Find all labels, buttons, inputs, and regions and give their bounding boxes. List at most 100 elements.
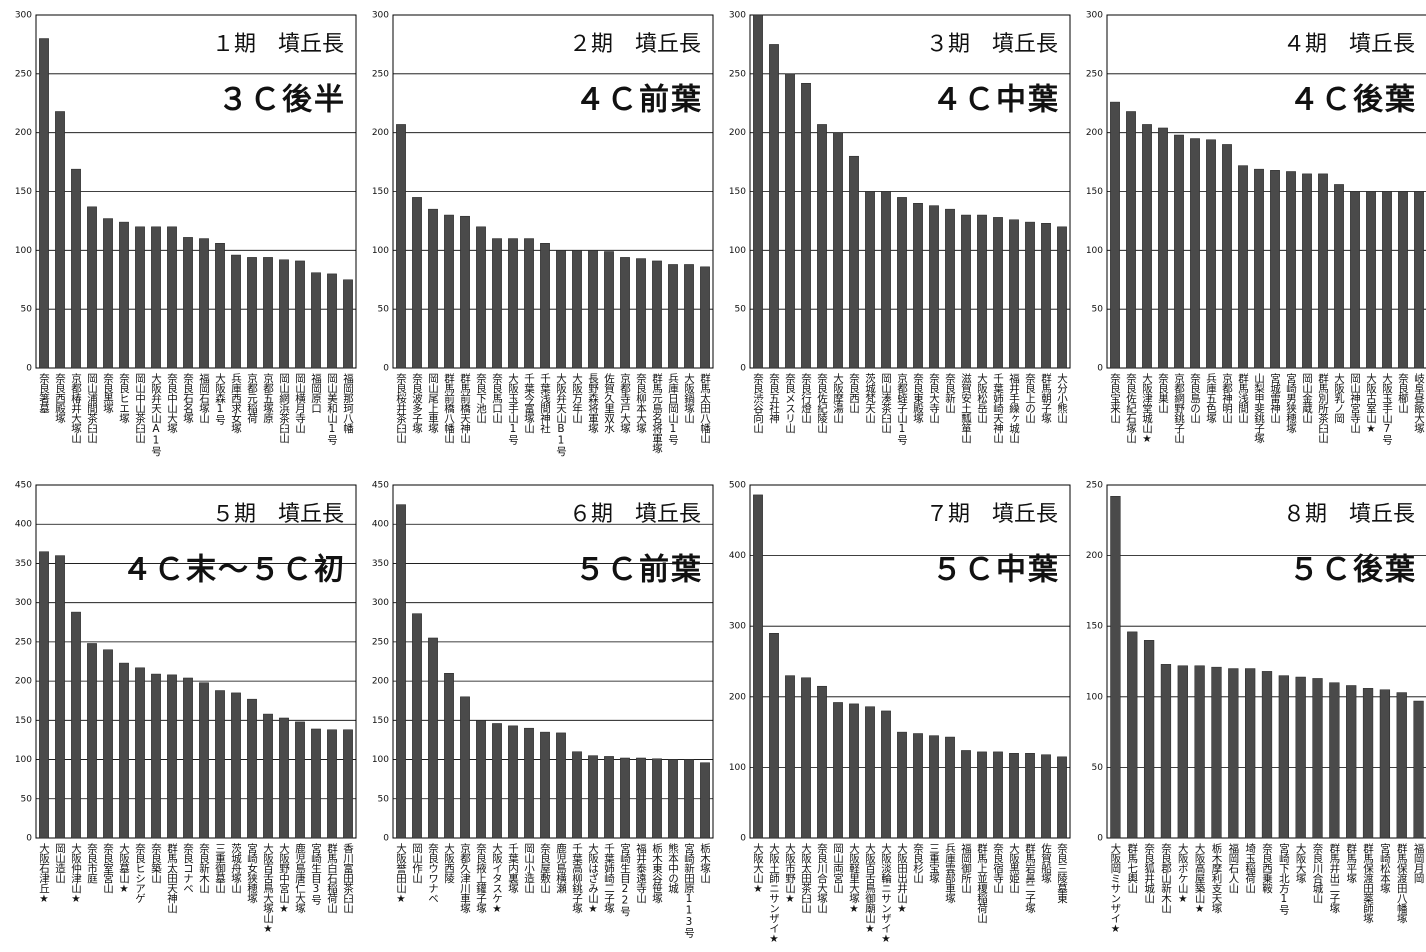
bar (460, 696, 470, 839)
y-tick-label: 250 (15, 69, 32, 79)
x-tick-label: 大阪百舌鳥大塚山★ (262, 842, 274, 934)
x-tick-label: 奈良三陵墓東 (1056, 842, 1068, 904)
bar (945, 208, 955, 369)
bar (428, 208, 438, 369)
x-tick-label: 奈良巣山 (1157, 372, 1169, 413)
x-tick-label: 群馬上並榎稲荷山 (976, 842, 988, 923)
bar (604, 756, 614, 839)
chart-subtitle: ５Ｃ前葉 (575, 553, 703, 588)
x-tick-label: 香川富田茶臼山 (342, 843, 354, 913)
x-tick-label: 大阪太田茶臼山 (800, 842, 812, 913)
x-tick-label: 群馬白石稲荷山 (326, 842, 338, 913)
x-tick-label: 大阪万年山 (571, 372, 583, 423)
bar (311, 728, 321, 839)
y-tick-label: 250 (729, 69, 746, 79)
x-tick-label: 宮崎女狭穂塚 (246, 842, 258, 904)
y-tick-label: 250 (15, 637, 32, 647)
bar (961, 750, 971, 839)
y-tick-label: 150 (15, 187, 32, 197)
bar (183, 677, 193, 839)
bar (556, 732, 566, 839)
x-tick-label: 奈良築山 (150, 842, 162, 883)
x-tick-label: 宮崎生目22号 (619, 842, 631, 917)
bar (700, 762, 710, 839)
x-tick-label: 奈良コナベ (182, 842, 194, 893)
x-tick-label: 千葉内裏塚 (507, 843, 519, 894)
bar (881, 710, 891, 839)
x-tick-label: 滋賀安土瓢箪山 (960, 372, 972, 443)
bar (295, 260, 305, 369)
y-tick-label: 0 (740, 364, 746, 374)
x-tick-label: 鹿児島横瀬 (555, 842, 567, 894)
x-tick-label: 奈良ウワナベ (427, 842, 439, 903)
x-tick-label: 大阪古室山★ (1365, 372, 1377, 434)
bar (1413, 700, 1424, 839)
bar (151, 673, 161, 839)
x-tick-label: 群馬元島名将軍塚 (651, 372, 663, 454)
x-tick-label: 京都寺戸大塚 (619, 372, 631, 434)
x-tick-label: 大阪西陵 (443, 842, 455, 884)
x-tick-label: 大阪はざみ山★ (587, 842, 599, 914)
x-tick-label: 千葉今富塚山 (523, 373, 535, 433)
x-tick-label: 奈良西山 (848, 372, 860, 413)
x-tick-label: 大阪弁天山B1号 (555, 372, 567, 457)
bar (636, 258, 646, 369)
y-tick-label: 150 (372, 187, 389, 197)
x-tick-label: 群馬前橋八幡山 (443, 372, 455, 443)
x-tick-label: 奈良波多子塚 (411, 372, 423, 434)
x-tick-label: 岡山尾上車塚 (427, 373, 439, 434)
x-tick-label: 奈良柳本大塚 (635, 372, 647, 434)
x-tick-label: 奈良東殿塚 (912, 372, 924, 424)
bar (684, 759, 694, 839)
x-tick-label: 大阪高屋築山★ (1194, 842, 1206, 914)
bar (343, 729, 353, 839)
x-tick-label: 奈良櫛山 (1397, 372, 1409, 413)
x-tick-label: 大阪大山★ (752, 842, 764, 894)
bar (199, 238, 209, 369)
y-tick-label: 300 (372, 598, 389, 608)
x-tick-label: 奈良石名塚 (182, 372, 194, 424)
bar (428, 637, 438, 839)
y-tick-label: 300 (15, 598, 32, 608)
x-tick-label: 奈良西乗鞍 (1261, 842, 1273, 894)
x-tick-label: 奈良西殿塚 (54, 372, 66, 424)
x-tick-label: 宮城雷神山 (1269, 372, 1281, 423)
bar (231, 692, 241, 839)
x-tick-label: 岡山神宮寺山 (1349, 373, 1361, 433)
y-tick-label: 0 (26, 364, 32, 374)
x-tick-label: 福岡御所山 (960, 842, 972, 893)
x-tick-label: 京都蛭子山1号 (896, 372, 908, 446)
bar (1366, 191, 1376, 369)
x-tick-label: 福岡石塚山 (198, 372, 210, 423)
x-tick-label: 宮崎下北方1号 (1278, 842, 1290, 916)
y-tick-label: 100 (1086, 246, 1103, 256)
x-tick-label: 兵庫五色塚 (1205, 372, 1217, 424)
x-tick-label: 大阪ボケ山★ (1177, 842, 1189, 904)
x-tick-label: 佐賀船塚 (1040, 842, 1052, 884)
x-tick-label: 福岡月岡 (1413, 842, 1425, 884)
y-tick-label: 50 (21, 794, 33, 804)
x-tick-label: 宮崎男狭穂塚 (1285, 372, 1297, 434)
y-tick-label: 250 (1086, 481, 1103, 491)
bar (1025, 221, 1035, 369)
bar (396, 504, 406, 839)
x-tick-label: 奈良黒塚 (102, 372, 114, 414)
x-tick-label: 宮崎松本塚 (1379, 842, 1391, 894)
x-tick-label: 奈良ヒシアゲ (134, 842, 146, 903)
bar (753, 494, 763, 839)
x-tick-label: 奈良掖上鑵子塚 (475, 842, 487, 914)
x-tick-label: 奈良室宮山 (102, 842, 114, 893)
bar (684, 264, 694, 369)
x-tick-label: 大分小熊山 (1056, 372, 1068, 423)
x-tick-label: 大阪イタスケ★ (491, 842, 503, 914)
y-tick-label: 100 (372, 246, 389, 256)
x-tick-label: 奈良宝来山 (1109, 372, 1121, 423)
bar (39, 38, 49, 369)
y-tick-label: 400 (15, 520, 32, 530)
x-tick-label: 京都神明山 (1221, 372, 1233, 423)
bar (87, 206, 97, 369)
bar (1009, 753, 1019, 839)
bar (119, 662, 129, 839)
y-tick-label: 450 (372, 481, 389, 491)
